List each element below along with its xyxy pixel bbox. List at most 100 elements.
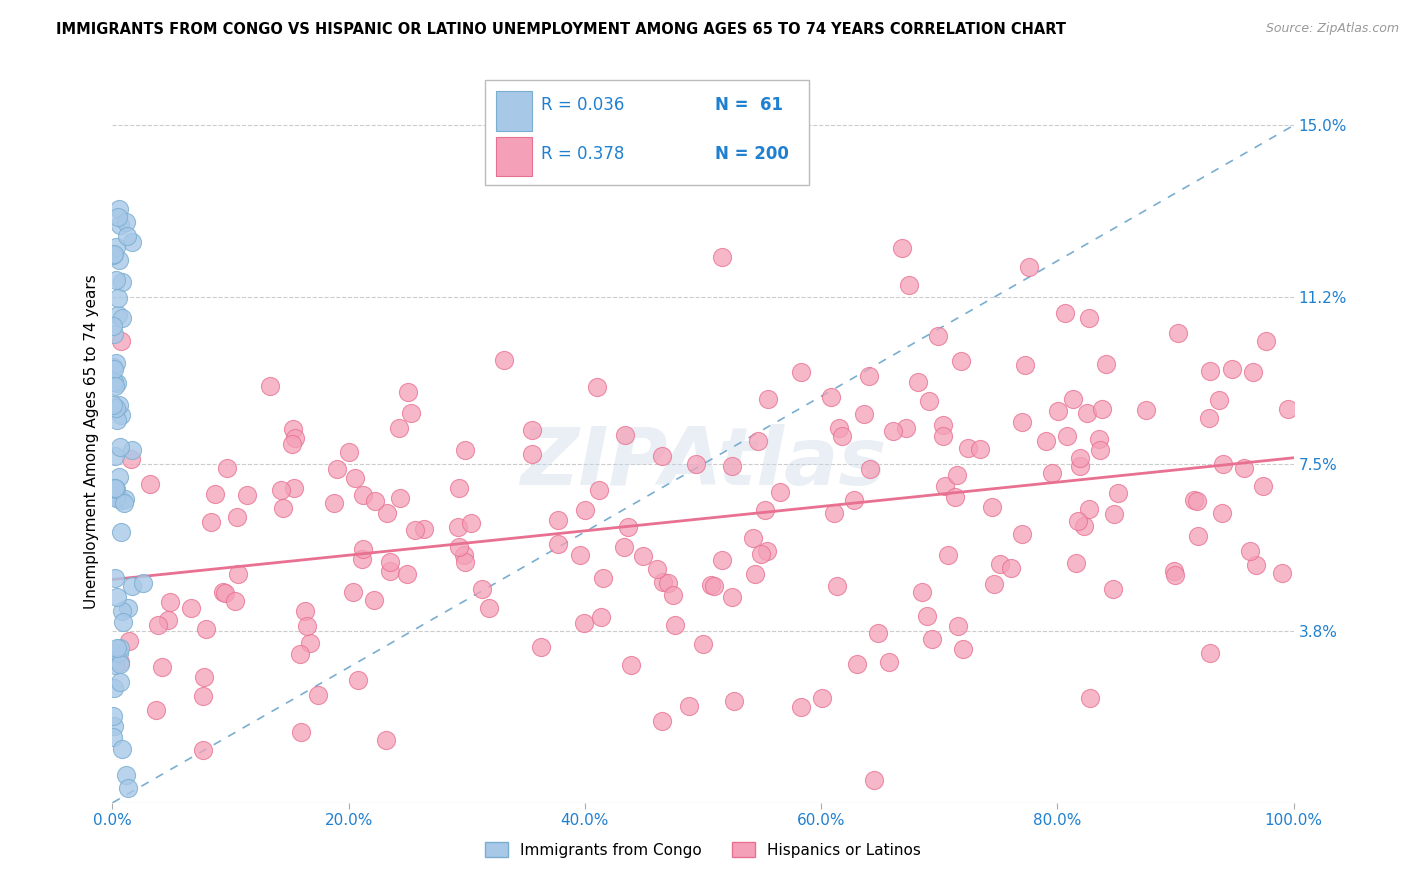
Point	[453, 548, 475, 562]
Point	[1187, 529, 1209, 543]
Point	[617, 520, 640, 534]
Point	[754, 503, 776, 517]
Point	[520, 447, 543, 461]
Point	[721, 591, 744, 605]
Point	[721, 459, 744, 474]
Point	[352, 552, 374, 566]
Point	[890, 241, 912, 255]
Point	[283, 481, 305, 495]
Point	[159, 595, 181, 609]
Point	[111, 742, 134, 756]
Point	[363, 493, 385, 508]
Point	[307, 688, 329, 702]
Point	[811, 691, 834, 706]
Point	[1198, 646, 1220, 660]
Point	[657, 576, 679, 591]
Point	[877, 655, 900, 669]
Point	[651, 449, 673, 463]
Point	[111, 275, 134, 289]
Point	[1087, 433, 1109, 447]
Point	[288, 647, 311, 661]
Point	[1135, 402, 1157, 417]
Point	[723, 694, 745, 708]
Point	[447, 482, 470, 496]
Point	[631, 549, 654, 563]
Point	[105, 483, 128, 497]
Point	[111, 615, 134, 629]
Point	[969, 442, 991, 457]
Point	[110, 334, 132, 348]
Point	[108, 440, 131, 454]
Point	[284, 430, 307, 444]
Point	[520, 423, 543, 437]
Point	[104, 379, 127, 393]
Point	[946, 468, 969, 483]
Point	[1198, 364, 1220, 378]
Point	[108, 675, 131, 690]
Point	[932, 429, 955, 443]
Point	[107, 210, 129, 224]
Point	[290, 724, 312, 739]
Point	[101, 248, 124, 262]
Point	[1014, 358, 1036, 372]
Point	[138, 476, 160, 491]
Point	[101, 360, 124, 375]
Point	[454, 555, 477, 569]
Point	[294, 604, 316, 618]
Point	[111, 604, 134, 618]
Point	[342, 584, 364, 599]
Point	[1163, 564, 1185, 578]
Point	[413, 522, 436, 536]
Point	[118, 633, 141, 648]
Point	[105, 591, 128, 605]
Point	[547, 536, 569, 550]
Point	[1271, 566, 1294, 580]
Point	[322, 496, 344, 510]
Point	[1090, 401, 1112, 416]
Point	[823, 506, 845, 520]
Point	[858, 369, 880, 384]
Point	[1198, 411, 1220, 425]
Point	[299, 636, 322, 650]
Point	[156, 613, 179, 627]
Legend: Immigrants from Congo, Hispanics or Latinos: Immigrants from Congo, Hispanics or Lati…	[478, 836, 928, 863]
Point	[117, 781, 139, 796]
Point	[574, 503, 596, 517]
Point	[121, 579, 143, 593]
Point	[454, 443, 477, 458]
Point	[103, 247, 125, 261]
Point	[956, 441, 979, 455]
Point	[700, 578, 723, 592]
Point	[950, 353, 973, 368]
Point	[103, 326, 125, 341]
Point	[236, 488, 259, 502]
Point	[613, 540, 636, 554]
Point	[375, 732, 398, 747]
Point	[910, 585, 932, 599]
Point	[344, 471, 367, 485]
Point	[692, 637, 714, 651]
Point	[101, 731, 124, 745]
Point	[146, 618, 169, 632]
Point	[271, 501, 294, 516]
Point	[115, 215, 138, 229]
Point	[105, 641, 128, 656]
Point	[347, 673, 370, 688]
Point	[110, 408, 132, 422]
Point	[145, 703, 167, 717]
Point	[226, 510, 249, 524]
Point	[104, 449, 127, 463]
Point	[1220, 361, 1243, 376]
Point	[460, 516, 482, 530]
Point	[952, 641, 974, 656]
Point	[107, 291, 129, 305]
Point	[927, 329, 949, 343]
Point	[107, 253, 129, 268]
Point	[936, 549, 959, 563]
Point	[981, 500, 1004, 515]
Point	[200, 515, 222, 529]
Point	[897, 278, 920, 293]
Point	[907, 375, 929, 389]
Point	[105, 413, 128, 427]
Point	[790, 699, 813, 714]
